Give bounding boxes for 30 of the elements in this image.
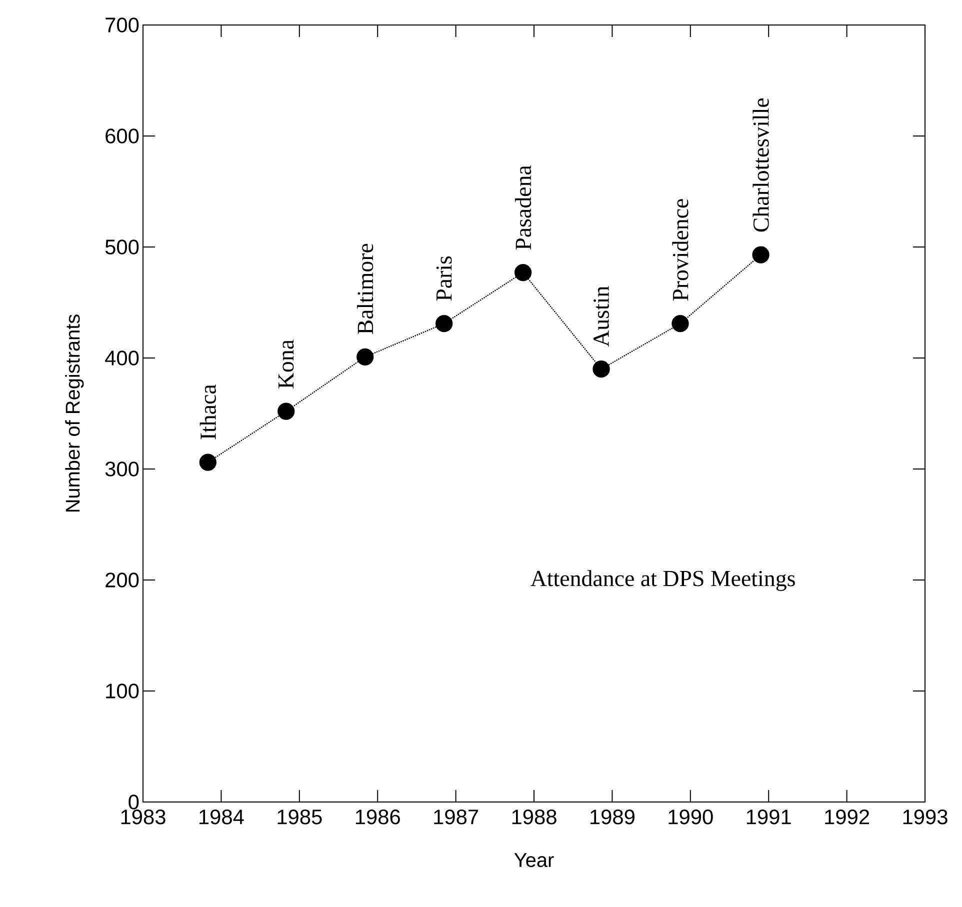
x-tick-label: 1990 <box>668 810 713 824</box>
y-tick-label: 700 <box>106 18 139 32</box>
x-axis-title: Year <box>514 853 554 868</box>
x-tick-label: 1986 <box>356 810 400 824</box>
y-axis-title: Number of Registrants <box>65 314 84 512</box>
annotation: Providence <box>672 199 688 301</box>
annotation: Paris <box>436 256 452 301</box>
y-tick-label: 200 <box>106 572 139 588</box>
y-tick-label: 0 <box>128 794 139 810</box>
x-tick-label: 1987 <box>434 810 478 824</box>
y-tick-label: 400 <box>105 350 139 366</box>
x-tick-label: 1992 <box>825 810 870 824</box>
y-tick-label: 500 <box>105 240 139 254</box>
x-tick-label: 1989 <box>590 810 634 824</box>
annotation: Pasadena <box>514 165 532 250</box>
x-tick-label: 1991 <box>746 810 791 824</box>
x-tick-label: 1993 <box>903 810 948 824</box>
y-tick-label: 600 <box>106 128 139 144</box>
y-tick-label: 100 <box>106 684 139 698</box>
annotation: Charlottesville <box>752 98 769 232</box>
annotation: Kona <box>278 340 294 388</box>
x-tick-label: 1983 <box>121 810 166 824</box>
x-tick-label: 1988 <box>512 810 556 824</box>
annotation: Austin <box>594 286 609 347</box>
x-tick-label: 1985 <box>278 810 322 824</box>
annotation: Ithaca <box>200 384 216 440</box>
text: Attendance at DPS Meetings <box>530 570 795 591</box>
y-tick-label: 300 <box>105 462 139 476</box>
x-tick-label: 1984 <box>200 810 244 824</box>
annotation: Baltimore <box>357 244 374 334</box>
